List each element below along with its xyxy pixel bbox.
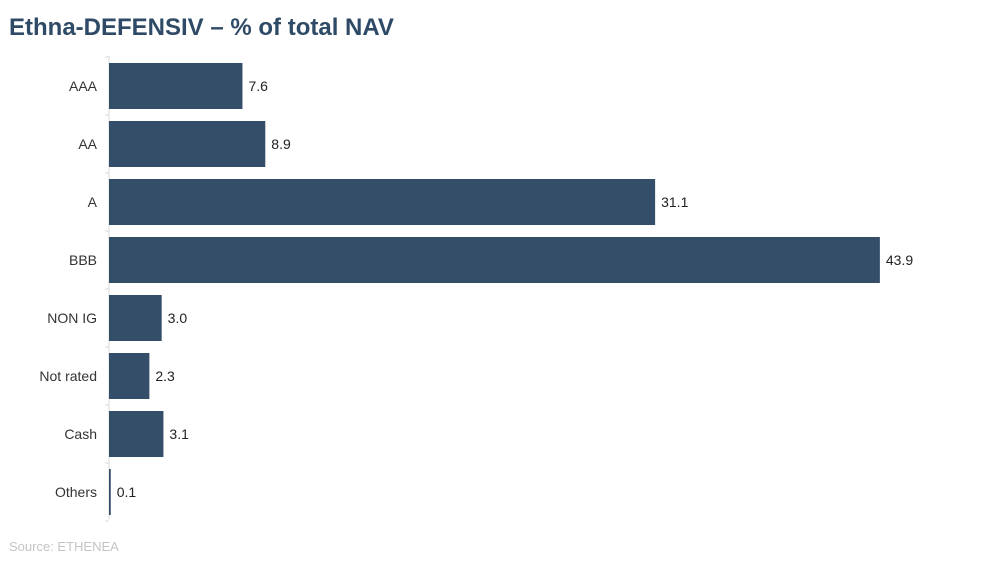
value-label: 2.3 <box>155 368 175 384</box>
value-label: 7.6 <box>248 78 268 94</box>
value-label: 0.1 <box>117 484 137 500</box>
axis-group <box>105 56 110 522</box>
bar-a <box>109 179 656 225</box>
bar-aaa <box>109 63 243 109</box>
value-labels: 7.6 8.9 31.1 43.9 3.0 2.3 3.1 0.1 <box>117 78 914 500</box>
category-label: Cash <box>64 426 97 442</box>
bars-group <box>109 63 880 515</box>
category-label: AAA <box>69 78 98 94</box>
bar-non-ig <box>109 295 162 341</box>
value-label: 31.1 <box>661 194 688 210</box>
value-label: 8.9 <box>271 136 291 152</box>
category-label: Not rated <box>39 368 97 384</box>
category-label: Others <box>55 484 97 500</box>
category-label: NON IG <box>47 310 97 326</box>
bar-not-rated <box>109 353 150 399</box>
category-label: BBB <box>69 252 97 268</box>
value-label: 43.9 <box>886 252 913 268</box>
chart-title: Ethna-DEFENSIV – % of total NAV <box>9 14 394 41</box>
category-label: AA <box>78 136 97 152</box>
value-label: 3.0 <box>168 310 188 326</box>
bar-bbb <box>109 237 880 283</box>
bar-cash <box>109 411 164 457</box>
bar-aa <box>109 121 266 167</box>
source-note: Source: ETHENEA <box>9 539 119 554</box>
category-label: A <box>88 194 98 210</box>
bar-others <box>109 469 111 515</box>
value-label: 3.1 <box>169 426 189 442</box>
